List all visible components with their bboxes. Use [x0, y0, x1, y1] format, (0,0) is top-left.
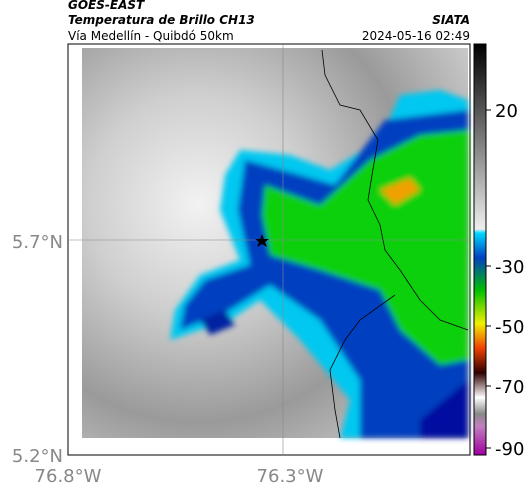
cloud-field [170, 90, 468, 438]
agency: SIATA [432, 13, 470, 27]
source: GOES-EAST [68, 0, 145, 12]
subtitle: Vía Medellín - Quibdó 50km [68, 29, 234, 43]
colorbar-tick-label: -70 [495, 377, 524, 398]
lat-label: 5.7°N [12, 232, 63, 253]
colorbar-tick-label: -30 [495, 257, 524, 278]
lon-label: 76.3°W [257, 466, 324, 487]
lon-label: 76.8°W [35, 466, 102, 487]
colorbar [473, 43, 487, 456]
colorbar-tick-label: -90 [495, 439, 524, 460]
lat-label: 5.2°N [12, 446, 63, 467]
location-marker [255, 234, 269, 247]
colorbar-tick-label: -50 [495, 317, 524, 338]
map-area [67, 43, 471, 456]
timestamp: 2024-05-16 02:49 [362, 29, 470, 43]
coastline [321, 49, 469, 439]
colorbar-tick-label: 20 [495, 101, 518, 122]
title: Temperatura de Brillo CH13 [68, 13, 255, 27]
colorbar-ticks: 20 -30 -50 -70 -90 [486, 101, 524, 460]
